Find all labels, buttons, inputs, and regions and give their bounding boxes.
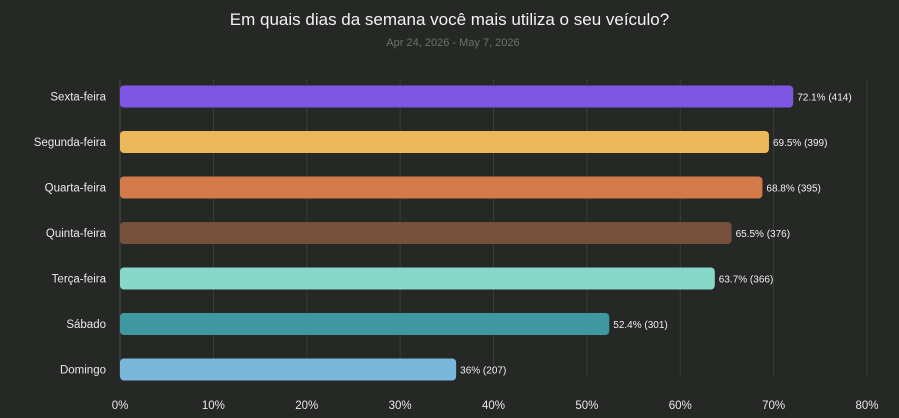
category-label: Quinta-feira	[46, 228, 107, 240]
data-label: 65.5% (376)	[736, 229, 790, 240]
x-tick-label: 70%	[762, 400, 785, 412]
x-tick-label: 30%	[389, 400, 412, 412]
bar	[120, 313, 610, 335]
data-label: 52.4% (301)	[613, 320, 667, 331]
bar	[120, 131, 769, 153]
chart-subtitle: Apr 24, 2026 - May 7, 2026	[386, 37, 519, 49]
data-label: 69.5% (399)	[773, 138, 827, 149]
chart-title: Em quais dias da semana você mais utiliz…	[230, 10, 669, 29]
data-label: 63.7% (366)	[719, 275, 773, 286]
bars: Sexta-feira 72.1% (414) Segunda-feira 69.5%…	[34, 85, 852, 381]
x-tick-label: 20%	[295, 400, 318, 412]
x-tick-label: 0%	[112, 400, 129, 412]
x-tick-label: 40%	[482, 400, 505, 412]
data-label: 36% (207)	[460, 366, 506, 377]
data-label: 72.1% (414)	[797, 93, 851, 104]
x-tick-label: 10%	[202, 400, 225, 412]
x-axis-ticks: 0% 10% 20% 30% 40% 50% 60% 70% 80%	[112, 400, 879, 412]
bar	[120, 85, 794, 108]
bar	[120, 176, 763, 199]
category-label: Segunda-feira	[34, 137, 107, 149]
x-tick-label: 60%	[669, 400, 692, 412]
category-label: Sábado	[66, 319, 106, 331]
category-label: Domingo	[60, 365, 106, 377]
x-tick-label: 50%	[575, 400, 598, 412]
category-label: Sexta-feira	[50, 92, 106, 104]
bar	[120, 267, 715, 290]
data-label: 68.8% (395)	[766, 184, 820, 195]
bar	[120, 222, 732, 244]
category-label: Quarta-feira	[45, 183, 107, 195]
category-label: Terça-feira	[52, 274, 107, 286]
bar	[120, 358, 457, 381]
x-tick-label: 80%	[855, 400, 878, 412]
